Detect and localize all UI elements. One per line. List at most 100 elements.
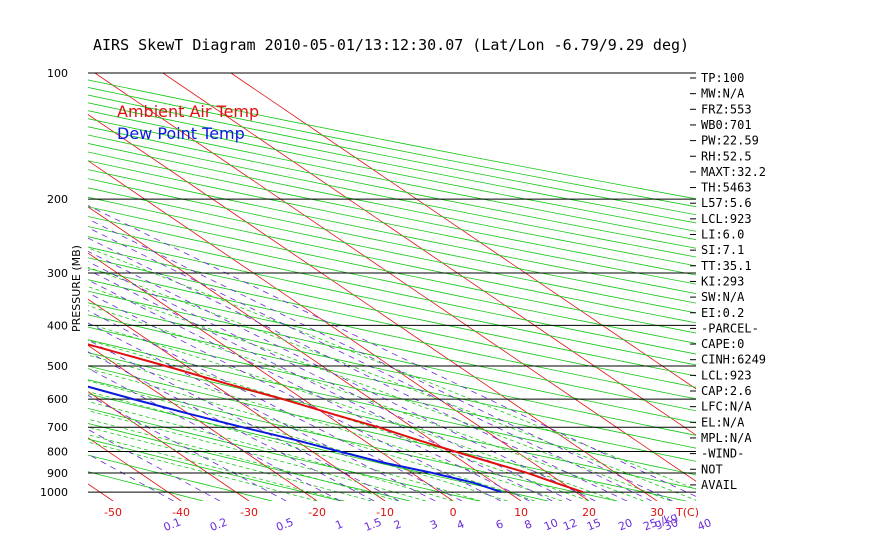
bottom-temp-label: 0 [450, 506, 457, 519]
mixing-ratio-line [88, 339, 400, 501]
index-item: NOT [701, 462, 723, 476]
index-item: LCL:923 [701, 368, 752, 382]
bottom-temp-label: -30 [240, 506, 258, 519]
index-item: -PARCEL- [701, 321, 759, 335]
isotherm-line [88, 483, 114, 501]
dry-adiabat-line [88, 379, 618, 501]
index-item: EL:N/A [701, 415, 745, 429]
mixing-ratio-label: 0.2 [208, 515, 229, 534]
moist-adiabat-line [88, 354, 563, 501]
index-item: KI:293 [701, 274, 744, 288]
dry-adiabat-line [88, 187, 696, 314]
bottom-temperature-labels: -50 -40 -30 -20 -10 0 10 20 30 [104, 506, 664, 519]
mixing-ratio-line [88, 205, 696, 497]
index-item: LFC:N/A [701, 400, 752, 414]
dry-adiabat-line [88, 326, 696, 462]
mixing-ratio-label: 15 [585, 516, 603, 533]
index-item: AVAIL [701, 478, 737, 492]
chart-title: AIRS SkewT Diagram 2010-05-01/13:12:30.0… [93, 36, 689, 54]
isotherm-line [88, 344, 318, 501]
dry-adiabat-line [88, 236, 696, 366]
profile-lines [88, 343, 584, 494]
mixing-ratio-label: 30 [662, 516, 680, 533]
dry-adiabat-line [88, 151, 696, 276]
index-item: CINH:6249 [701, 353, 766, 367]
index-item: FRZ:553 [701, 102, 752, 116]
mixing-ratio-label: 0.5 [274, 515, 295, 534]
index-item: SW:N/A [701, 290, 745, 304]
isotherm-line [162, 73, 696, 436]
mixing-ratio-line [88, 453, 174, 501]
pressure-tick-label: 500 [47, 360, 68, 373]
pressure-tick-label: 600 [47, 393, 68, 406]
index-item: TT:35.1 [701, 259, 752, 273]
dewpoint-temp-line [88, 385, 502, 494]
mixing-ratio-line [88, 261, 572, 501]
index-item: -WIND- [701, 447, 744, 461]
isotherm-line [94, 73, 696, 482]
index-item: MPL:N/A [701, 431, 752, 445]
index-item: TP:100 [701, 71, 744, 85]
bottom-temp-label: -10 [376, 506, 394, 519]
index-item: LI:6.0 [701, 228, 744, 242]
dry-adiabat-line [88, 290, 696, 424]
mixing-ratio-label: 6 [494, 517, 505, 532]
mixing-ratio-line [88, 310, 463, 501]
ambient-temp-line [88, 343, 584, 494]
mixing-ratio-line [88, 322, 436, 501]
pressure-tick-label: 400 [47, 319, 68, 332]
pressure-tick-label: 200 [47, 193, 68, 206]
index-item: SI:7.1 [701, 243, 744, 257]
isotherm-line [88, 298, 386, 501]
dry-adiabat-line [88, 314, 696, 449]
pressure-tick-label: 100 [47, 67, 68, 80]
legend-ambient: Ambient Air Temp [117, 102, 259, 121]
y-axis-label: PRESSURE (MB) [70, 245, 83, 332]
dry-adiabat-line [88, 302, 696, 436]
isotherm-line [88, 252, 454, 501]
dry-adiabat-line [88, 143, 696, 267]
index-item: EI:0.2 [701, 306, 744, 320]
mixing-ratio-line [88, 394, 287, 501]
isotherm-line [88, 391, 250, 501]
pressure-tick-label: 1000 [40, 486, 68, 499]
dry-adiabat-line [88, 160, 696, 285]
mixing-ratio-label: 1.5 [362, 515, 383, 534]
index-item: RH:52.5 [701, 149, 752, 163]
index-item: MAXT:32.2 [701, 165, 766, 179]
index-item: PW:22.59 [701, 134, 759, 148]
index-item: LCL:923 [701, 212, 752, 226]
mixing-ratio-label: 8 [523, 517, 534, 532]
index-item: MW:N/A [701, 87, 745, 101]
index-item: L57:5.6 [701, 196, 752, 210]
dry-adiabat-line [88, 365, 687, 501]
mixing-ratio-line [88, 269, 553, 501]
dry-adiabat-line [88, 206, 696, 334]
bottom-temp-label: -40 [172, 506, 190, 519]
index-item: CAP:2.6 [701, 384, 752, 398]
mixing-ratio-label: 20 [617, 516, 635, 533]
mixing-ratio-line [88, 279, 530, 501]
dry-adiabat-line [88, 268, 696, 400]
mixing-ratio-label: 3 [428, 517, 439, 532]
index-item: TH:5463 [701, 181, 752, 195]
mixing-ratio-line [88, 250, 596, 501]
isotherm-line [230, 73, 696, 390]
isobar-lines [88, 72, 696, 493]
bottom-temp-label: 10 [514, 506, 528, 519]
bottom-temp-label: 30 [650, 506, 664, 519]
dry-adiabat-line [88, 438, 342, 501]
pressure-tick-label: 800 [47, 446, 68, 459]
dry-adiabat-line [88, 169, 696, 295]
mixing-ratio-label: 2 [392, 517, 403, 532]
isotherm-line [0, 73, 45, 501]
legend-dewpoint: Dew Point Temp [117, 124, 245, 143]
dry-adiabat-line [88, 339, 696, 476]
mixing-ratio-line [88, 292, 501, 501]
pressure-tick-label: 300 [47, 267, 68, 280]
bottom-temp-label: -20 [308, 506, 326, 519]
index-item: CAPE:0 [701, 337, 744, 351]
dry-adiabat-line [88, 134, 696, 258]
bottom-temp-label: -50 [104, 506, 122, 519]
